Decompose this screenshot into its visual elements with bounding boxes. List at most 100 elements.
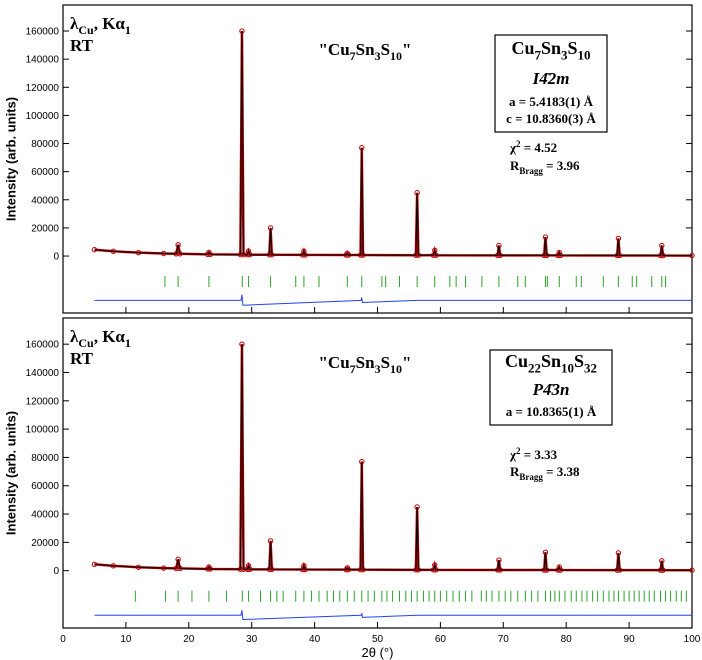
annotation-script: 7 <box>350 49 356 63</box>
annotation-script: 10 <box>561 360 574 375</box>
annotation-run: Cu <box>505 351 528 371</box>
annotation-run: Sn <box>541 38 561 58</box>
y-tick-label: 80000 <box>31 139 59 150</box>
y-tick-label: 20000 <box>31 223 59 234</box>
annotation: λCu, Kα1 <box>70 14 131 37</box>
y-tick-label: 160000 <box>26 27 60 38</box>
annotation-run: S <box>381 40 390 59</box>
annotation-script: 2 <box>516 446 521 456</box>
annotation-run: χ <box>509 447 517 462</box>
annotation-run: , Kα <box>94 14 126 33</box>
y-tick-label: 140000 <box>26 55 60 66</box>
annotation-run: λ <box>70 14 79 33</box>
x-tick-label: 90 <box>624 634 636 645</box>
annotation: I4̄2m <box>532 69 570 88</box>
annotation-script: Cu <box>78 23 94 37</box>
annotation-run: χ <box>509 140 517 155</box>
annotation-script: 2 <box>516 139 521 149</box>
x-tick-label: 40 <box>309 634 321 645</box>
annotation: λCu, Kα1 <box>70 327 131 350</box>
annotation-script: 3 <box>375 49 381 63</box>
x-tick-label: 80 <box>561 634 573 645</box>
y-tick-label: 0 <box>53 252 59 263</box>
difference-line <box>94 610 692 621</box>
annotation: Cu7Sn3S10 <box>511 38 590 62</box>
annotation-run: RT <box>70 36 94 55</box>
annotation-run: = 3.33 <box>521 447 558 462</box>
difference-line <box>94 294 692 306</box>
annotation-run: " <box>402 353 411 372</box>
annotation-run: a = 5.4183(1) Å <box>509 94 594 109</box>
observed-point <box>556 249 562 256</box>
annotation-run: Cu <box>511 38 534 58</box>
annotation-script: 3 <box>561 47 568 62</box>
annotation-run: Sn <box>356 40 375 59</box>
y-tick-label: 120000 <box>26 83 60 94</box>
annotation-script: 1 <box>125 23 131 37</box>
y-tick-label: 120000 <box>26 396 60 407</box>
x-tick-label: 70 <box>498 634 510 645</box>
y-tick-label: 60000 <box>31 481 59 492</box>
annotation: "Cu7Sn3S10" <box>318 40 411 63</box>
annotation-run: , Kα <box>94 327 126 346</box>
annotation: c = 10.8360(3) Å <box>506 111 596 126</box>
y-axis-label: Intensity (arb. units) <box>3 411 18 535</box>
x-tick-label: 100 <box>684 634 701 645</box>
calculated-line <box>94 344 693 571</box>
x-tick-label: 60 <box>435 634 447 645</box>
y-tick-label: 100000 <box>26 425 60 436</box>
annotation-run: = 4.52 <box>521 140 558 155</box>
y-tick-label: 20000 <box>31 538 59 549</box>
calculated-line <box>94 31 693 257</box>
annotation: RBragg = 3.38 <box>510 464 580 482</box>
y-tick-label: 40000 <box>31 510 59 521</box>
annotation-run: a = 10.8365(1) Å <box>506 404 597 419</box>
annotation-script: 7 <box>350 362 356 376</box>
annotation: P4̄3n <box>532 380 570 399</box>
annotation-run: = 3.96 <box>543 158 580 173</box>
annotation-script: 10 <box>390 49 402 63</box>
y-tick-label: 80000 <box>31 453 59 464</box>
annotation: χ2 = 4.52 <box>509 139 557 155</box>
annotation-run: "Cu <box>318 353 349 372</box>
annotation-run: RT <box>70 349 94 368</box>
observed-point <box>432 562 438 568</box>
y-tick-label: 160000 <box>26 340 60 351</box>
annotation-run: "Cu <box>318 40 349 59</box>
annotation: "Cu7Sn3S10" <box>318 353 411 376</box>
annotation-run: Sn <box>356 353 375 372</box>
annotation: a = 5.4183(1) Å <box>509 94 594 109</box>
annotation-run: λ <box>70 327 79 346</box>
annotation-run: " <box>402 40 411 59</box>
annotation: a = 10.8365(1) Å <box>506 404 597 419</box>
annotation: RT <box>70 349 94 368</box>
annotation-script: 22 <box>528 360 541 375</box>
phase-box <box>494 34 608 133</box>
annotation-script: Bragg <box>519 472 543 482</box>
annotation: Cu22Sn10S32 <box>505 351 597 375</box>
annotation-run: R <box>510 464 520 479</box>
x-tick-label: 50 <box>372 634 384 645</box>
phase-box <box>489 349 613 426</box>
y-tick-label: 0 <box>53 566 59 577</box>
annotation-script: Cu <box>78 336 94 350</box>
x-tick-label: 20 <box>183 634 195 645</box>
y-tick-label: 140000 <box>26 368 60 379</box>
y-tick-label: 40000 <box>31 195 59 206</box>
annotation-script: Bragg <box>519 166 543 176</box>
annotation-script: 10 <box>578 47 591 62</box>
annotation-script: 3 <box>375 362 381 376</box>
annotation-run: S <box>568 38 578 58</box>
annotation: χ2 = 3.33 <box>509 446 558 462</box>
observed-point <box>432 247 438 254</box>
annotation-run: S <box>381 353 390 372</box>
annotation-script: 32 <box>584 360 597 375</box>
y-axis-label: Intensity (arb. units) <box>3 97 18 221</box>
x-tick-label: 10 <box>120 634 132 645</box>
annotation-run: = 3.38 <box>543 464 580 479</box>
annotation-run: S <box>574 351 584 371</box>
x-axis-label: 2θ (°) <box>362 645 394 660</box>
x-tick-label: 0 <box>60 634 66 645</box>
annotation-script: 10 <box>390 362 402 376</box>
annotation-run: Sn <box>541 351 561 371</box>
